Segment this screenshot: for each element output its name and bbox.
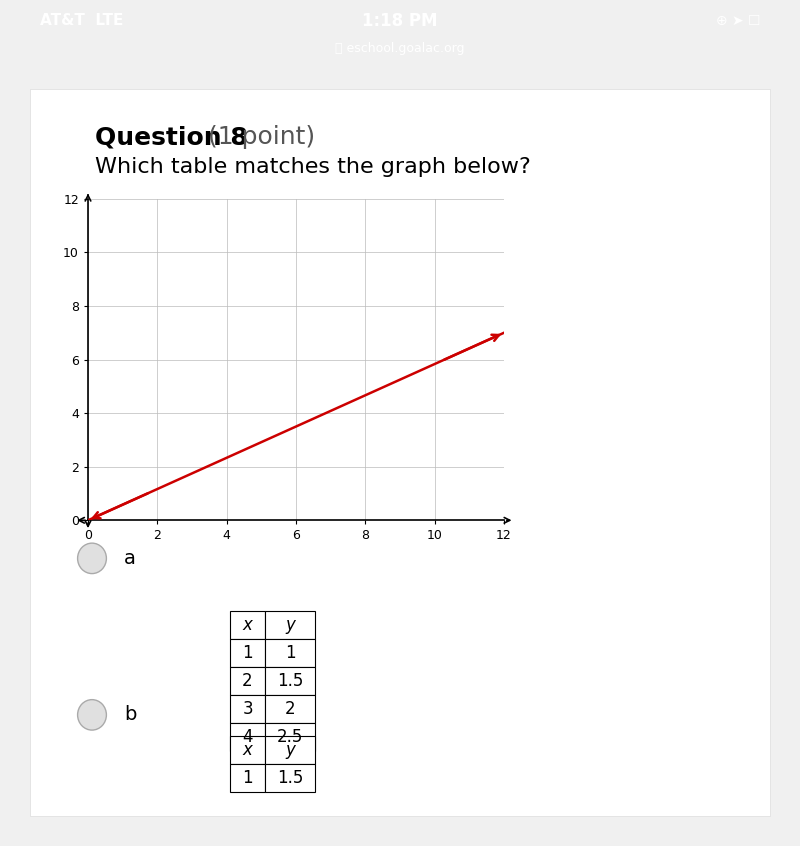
Text: (1 point): (1 point) — [200, 125, 315, 149]
Text: AT&T  LTE: AT&T LTE — [40, 14, 123, 28]
Bar — [265, 764, 315, 792]
Bar — [230, 611, 265, 639]
Text: Question 8: Question 8 — [95, 125, 248, 149]
Text: 1: 1 — [242, 769, 253, 787]
Text: 2: 2 — [285, 700, 295, 718]
Text: x: x — [242, 741, 253, 759]
Bar — [230, 695, 265, 722]
Bar — [265, 611, 315, 639]
Text: Which table matches the graph below?: Which table matches the graph below? — [95, 157, 530, 178]
Text: 1:18 PM: 1:18 PM — [362, 12, 438, 30]
Text: 1: 1 — [285, 644, 295, 662]
Text: 2.5: 2.5 — [277, 728, 303, 746]
Text: 2: 2 — [242, 672, 253, 689]
Bar — [230, 736, 265, 764]
Text: x: x — [242, 616, 253, 634]
Bar — [230, 722, 265, 751]
Text: b: b — [124, 706, 136, 724]
Bar — [265, 736, 315, 764]
Text: 🔒 eschool.goalac.org: 🔒 eschool.goalac.org — [335, 42, 465, 55]
Text: 4: 4 — [242, 728, 253, 746]
Text: y: y — [285, 616, 295, 634]
Bar — [230, 667, 265, 695]
Bar — [265, 695, 315, 722]
Text: 1.5: 1.5 — [277, 769, 303, 787]
Text: 1.5: 1.5 — [277, 672, 303, 689]
Text: 3: 3 — [242, 700, 253, 718]
Bar — [265, 722, 315, 751]
Text: a: a — [124, 549, 136, 568]
Bar — [265, 667, 315, 695]
Bar — [230, 639, 265, 667]
Bar — [265, 639, 315, 667]
Text: ⊕ ➤ ☐: ⊕ ➤ ☐ — [715, 14, 760, 28]
Bar — [230, 764, 265, 792]
Text: 1: 1 — [242, 644, 253, 662]
Text: y: y — [285, 741, 295, 759]
